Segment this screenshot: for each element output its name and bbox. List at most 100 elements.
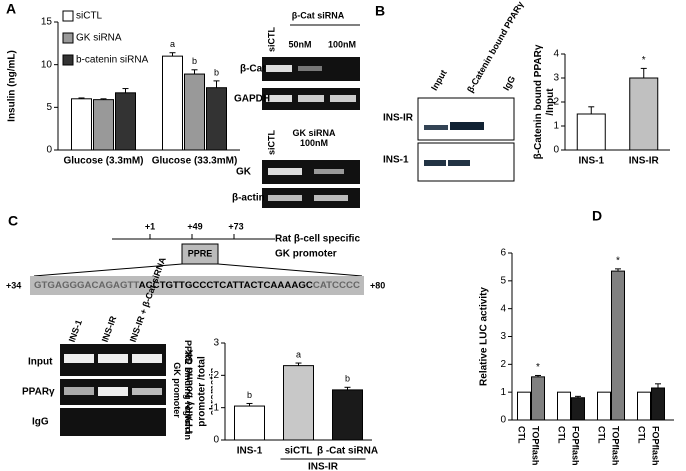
gel-band [424, 160, 446, 166]
gel-band [132, 388, 162, 395]
gel-band [298, 95, 324, 102]
y-tick-label: 4 [553, 49, 559, 60]
gel-row: IgG [32, 417, 49, 428]
gel-band [132, 354, 162, 363]
gel-band [64, 354, 94, 363]
position-label: +1 [145, 221, 155, 231]
sequence-start: +34 [6, 280, 21, 290]
legend-swatch [62, 54, 74, 66]
sequence-core: ACCTGTTGCCCTCATTACTCAAAAGC [139, 280, 314, 290]
y-tick-label: 10 [41, 59, 53, 70]
x-tick-label: β -Cat siRNA [317, 446, 378, 457]
gel-band [268, 168, 302, 175]
x-tick-label: CTL [597, 426, 607, 444]
bar [206, 87, 227, 151]
gel-lane: siCTL [266, 26, 276, 52]
bar [629, 77, 659, 151]
position-label: +49 [187, 221, 202, 231]
zoom-line [33, 263, 183, 277]
annotation: a [296, 349, 301, 359]
legend-label: GK siRNA [76, 33, 122, 44]
bar [571, 397, 585, 421]
y-tick-label: 15 [41, 17, 53, 28]
bar [162, 55, 183, 151]
gel-lane: INS-IR + β-Cat siRNA [128, 255, 168, 343]
gel-lane: siCTL [266, 129, 276, 155]
gel [60, 408, 166, 436]
sequence-end: +80 [370, 280, 385, 290]
gel-lane: 100nM [328, 39, 356, 49]
y-tick-label: 3 [213, 338, 219, 349]
y-axis-label: β-Catenin bound PPARγ /Input [533, 44, 556, 160]
y-axis-label: PPARγ bound GK promoter /total chromatin [184, 349, 212, 434]
x-tick-label: Glucose (33.3mM) [152, 156, 238, 167]
x-tick-label: CTL [517, 426, 527, 444]
y-tick-label: 1 [213, 402, 219, 413]
y-tick-label: 2 [500, 359, 506, 370]
panel-label: B [375, 3, 385, 19]
annotation: * [616, 256, 620, 267]
bar [93, 99, 114, 151]
y-axis-label-box: Relative LUC activity [478, 287, 489, 386]
gel-lane: INS-1 [67, 318, 84, 343]
y-axis-label: Relative LUC activity [478, 287, 489, 386]
gel-band [298, 66, 322, 71]
x-tick-label: INS-1 [578, 156, 604, 167]
bar [332, 389, 363, 441]
gel-band [64, 387, 94, 395]
gel-row: GAPDH [234, 94, 270, 105]
gel-band [450, 122, 484, 130]
panel-label: D [592, 208, 602, 224]
bar [637, 391, 651, 421]
y-axis-label-box: β-Catenin bound PPARγ /Input [533, 44, 556, 160]
legend-label: b-catenin siRNA [76, 55, 149, 66]
y-tick-label: 2 [553, 97, 559, 108]
bar [283, 365, 314, 441]
y-tick-label: 0 [213, 435, 219, 446]
bar [71, 98, 92, 151]
y-tick-label: 1 [500, 387, 506, 398]
bar [597, 391, 611, 421]
gel-band [98, 387, 128, 396]
gel-row: INS-1 [383, 155, 409, 166]
legend-swatch [62, 10, 74, 22]
x-tick-label: FOPflash [651, 426, 661, 466]
position-label: +73 [228, 221, 243, 231]
bar [531, 376, 545, 421]
ppre-box [181, 243, 219, 265]
annotation: b [345, 374, 350, 384]
y-tick-label: 0 [500, 415, 506, 426]
gel-row: β-actin [232, 193, 265, 204]
annotation: a [170, 39, 175, 49]
gel-row: INS-IR [383, 113, 414, 124]
bar [576, 113, 606, 151]
y-tick-label: 5 [500, 275, 506, 286]
annotation: * [536, 362, 540, 373]
bar [517, 391, 531, 421]
ppre-label: PPRE [188, 248, 213, 258]
x-tick-label: CTL [637, 426, 647, 444]
gel [417, 97, 515, 141]
gel-band [314, 195, 348, 201]
bar [611, 270, 625, 421]
y-tick-label: 1 [553, 121, 559, 132]
gel-lane-box: GK siRNA 100nM [292, 128, 336, 148]
panel-label: C [8, 213, 18, 229]
y-tick-label: 2 [213, 370, 219, 381]
x-tick-label: TOPflash [611, 426, 621, 465]
annotation: b [214, 67, 219, 77]
gel-band [330, 95, 356, 102]
group-label: INS-IR [308, 462, 339, 471]
gel-lane: GK siRNA 100nM [292, 128, 336, 148]
gel-band [448, 160, 470, 166]
zoom-line [217, 263, 363, 277]
y-axis-label: Insulin (ng/mL) [7, 50, 18, 122]
x-tick-label: Glucose (3.3mM) [63, 156, 143, 167]
bar [184, 73, 205, 151]
gel-lane: IgG [501, 74, 517, 92]
annotation: b [192, 56, 197, 66]
y-axis-label-box: PPARγ bound GK promoter /total chromatin [184, 349, 212, 434]
bar [651, 387, 665, 421]
gel-band [98, 354, 128, 363]
gel-header: β-Cat siRNA [292, 10, 345, 20]
